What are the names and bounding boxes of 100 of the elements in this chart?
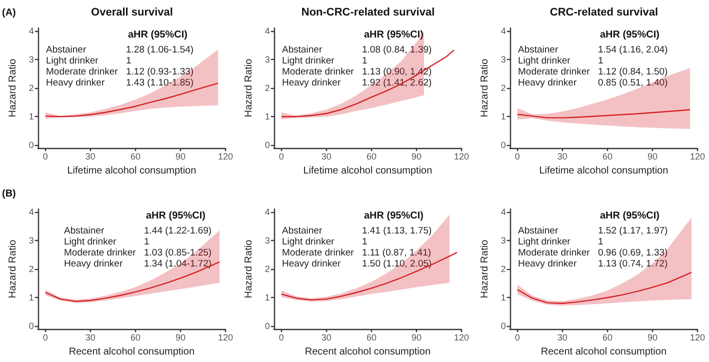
x-tick-label: 60 xyxy=(602,332,612,343)
x-tick-label: 60 xyxy=(130,152,140,162)
annotation: Moderate drinker xyxy=(518,248,590,258)
x-tick-label: 0 xyxy=(514,332,520,343)
y-tick-label: 4 xyxy=(500,206,506,217)
text: (B) xyxy=(2,188,16,200)
annotation: 1.34 (1.04-1.72) xyxy=(144,258,212,270)
annotation: 1.50 (1.10, 2.05) xyxy=(362,258,432,270)
annotation: aHR (95%CI) xyxy=(146,210,206,222)
annotation: 1 xyxy=(598,56,604,66)
text: (A) xyxy=(2,8,16,18)
annotation: aHR (95%CI) xyxy=(364,30,424,40)
x-axis-title: Lifetime alcohol consumption xyxy=(303,166,432,176)
y-tick-label: 3 xyxy=(28,54,34,64)
annotation: Heavy drinker xyxy=(64,258,123,270)
x-tick-label: 120 xyxy=(454,332,470,343)
line-series xyxy=(516,272,692,304)
y-tick-label: 2 xyxy=(264,264,270,274)
x-tick-label: 90 xyxy=(411,332,422,343)
x-tick-label: 30 xyxy=(321,332,332,343)
annotation: 1.54 (1.16, 2.04) xyxy=(598,44,668,56)
x-axis-title: Recent alcohol consumption xyxy=(304,346,431,358)
annotation: 1 xyxy=(598,236,604,248)
annotation: Light drinker xyxy=(518,236,570,248)
y-axis-title: Hazard Ratio xyxy=(8,58,18,118)
annotation: aHR (95%CI) xyxy=(600,30,660,40)
annotation: 1.41 (1.13, 1.75) xyxy=(362,226,432,236)
annotation: 1.28 (1.06-1.54) xyxy=(126,44,194,56)
y-tick-label: 3 xyxy=(500,54,506,64)
x-tick-label: 90 xyxy=(647,152,658,162)
y-tick-label: 1 xyxy=(28,112,34,122)
y-tick-label: 2 xyxy=(28,264,34,274)
annotation: Moderate drinker xyxy=(282,66,354,78)
x-tick-label: 0 xyxy=(514,152,520,162)
annotation: Abstainer xyxy=(282,226,322,236)
annotation: 0.96 (0.69, 1.33) xyxy=(598,248,668,258)
y-tick-label: 3 xyxy=(264,54,270,64)
annotation: aHR (95%CI) xyxy=(128,30,188,40)
y-tick-label: 2 xyxy=(264,83,270,94)
x-tick-label: 120 xyxy=(218,152,234,162)
annotation: 1.11 (0.87, 1.41) xyxy=(362,248,432,258)
annotation: Heavy drinker xyxy=(518,78,577,88)
y-tick-label: 2 xyxy=(500,264,506,274)
x-tick-label: 120 xyxy=(454,152,470,162)
x-tick-label: 30 xyxy=(85,152,96,162)
x-tick-label: 30 xyxy=(557,152,568,162)
y-tick-label: 0 xyxy=(500,321,506,332)
annotation: aHR (95%CI) xyxy=(600,210,660,222)
y-tick-label: 3 xyxy=(28,235,34,246)
y-tick-label: 4 xyxy=(500,26,506,36)
x-tick-label: 60 xyxy=(366,332,376,343)
annotation: 1.44 (1.22-1.69) xyxy=(144,226,212,236)
annotation: 1.43 (1.10-1.85) xyxy=(126,78,194,88)
x-tick-label: 0 xyxy=(42,332,48,343)
y-tick-label: 1 xyxy=(264,112,270,122)
y-axis-title: Hazard Ratio xyxy=(244,58,254,118)
y-tick-label: 3 xyxy=(500,235,506,246)
x-axis-title: Recent alcohol consumption xyxy=(68,346,195,358)
annotation: Heavy drinker xyxy=(282,258,341,270)
x-tick-label: 0 xyxy=(42,152,48,162)
x-tick-label: 60 xyxy=(130,332,140,343)
annotation: Light drinker xyxy=(282,56,334,66)
x-tick-label: 0 xyxy=(278,332,284,343)
y-tick-label: 0 xyxy=(28,140,34,150)
y-axis-title: Hazard Ratio xyxy=(480,239,490,298)
x-axis-title: Recent alcohol consumption xyxy=(540,346,667,358)
y-tick-label: 3 xyxy=(264,235,270,246)
y-tick-label: 0 xyxy=(28,321,34,332)
annotation: 1.12 (0.84, 1.50) xyxy=(598,66,668,78)
annotation: 1.12 (0.93-1.33) xyxy=(126,66,194,78)
chart-title: Overall survival xyxy=(91,6,173,18)
annotation: 1.13 (0.74, 1.72) xyxy=(598,258,668,270)
y-tick-label: 0 xyxy=(264,321,270,332)
x-tick-label: 90 xyxy=(647,332,658,343)
y-tick-label: 0 xyxy=(500,140,506,150)
y-tick-label: 4 xyxy=(264,206,270,217)
annotation: 1 xyxy=(362,236,368,248)
annotation: Light drinker xyxy=(64,236,116,248)
annotation: 1.08 (0.84, 1.39) xyxy=(362,44,432,56)
annotation: 1.52 (1.17, 1.97) xyxy=(598,226,668,236)
y-tick-label: 1 xyxy=(500,292,506,303)
y-axis-title: Hazard Ratio xyxy=(244,239,254,298)
y-axis-title: Hazard Ratio xyxy=(8,239,18,298)
x-tick-label: 30 xyxy=(321,152,332,162)
annotation: Moderate drinker xyxy=(282,248,354,258)
annotation: Light drinker xyxy=(46,56,98,66)
annotation: Heavy drinker xyxy=(46,78,105,88)
x-tick-label: 0 xyxy=(278,152,284,162)
y-tick-label: 4 xyxy=(264,26,270,36)
annotation: Abstainer xyxy=(282,44,322,56)
x-tick-label: 90 xyxy=(175,332,186,343)
annotation: 0.85 (0.51, 1.40) xyxy=(598,78,668,88)
annotation: Light drinker xyxy=(282,236,334,248)
annotation: Heavy drinker xyxy=(518,258,577,270)
x-tick-label: 60 xyxy=(366,152,376,162)
y-tick-label: 1 xyxy=(500,112,506,122)
annotation: Abstainer xyxy=(518,44,558,56)
x-tick-label: 30 xyxy=(557,332,568,343)
line-series xyxy=(44,261,220,302)
y-tick-label: 2 xyxy=(500,83,506,94)
